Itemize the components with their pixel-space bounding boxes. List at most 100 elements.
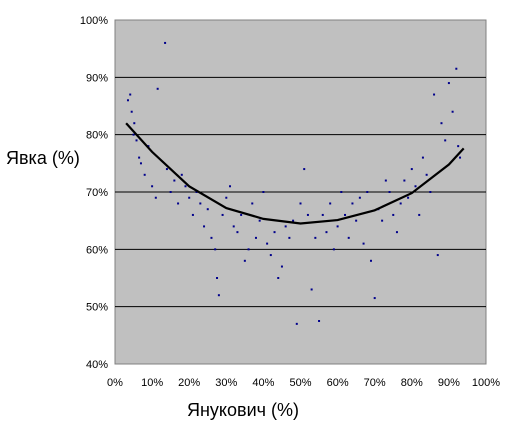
data-point <box>266 242 269 245</box>
y-tick-label: 70% <box>86 187 108 199</box>
x-tick-label: 60% <box>327 377 349 389</box>
data-point <box>138 156 141 159</box>
data-point <box>418 213 421 216</box>
y-tick-label: 40% <box>86 359 108 371</box>
data-point <box>173 179 176 182</box>
data-point <box>318 320 321 322</box>
x-tick-label: 10% <box>141 377 163 389</box>
data-point <box>236 231 239 234</box>
data-point <box>184 185 187 188</box>
data-point <box>164 41 167 44</box>
data-point <box>273 231 276 234</box>
data-point <box>344 213 347 216</box>
data-point <box>321 213 324 216</box>
data-point <box>457 145 460 148</box>
data-point <box>165 168 168 171</box>
data-point <box>191 213 194 216</box>
data-point <box>254 236 257 239</box>
data-point <box>340 191 343 193</box>
data-point <box>169 191 172 193</box>
y-tick-label: 60% <box>86 244 108 256</box>
data-point <box>455 67 458 70</box>
data-point <box>143 173 146 176</box>
data-point <box>392 213 395 216</box>
data-point <box>229 185 232 188</box>
data-point <box>451 110 454 113</box>
data-point <box>366 191 369 193</box>
data-point <box>221 213 224 216</box>
gridlines <box>115 76 486 308</box>
x-tick-labels: 0% 10% 20% 30% 40% 50% 60% 70% 80% 90% 100% <box>107 377 500 389</box>
data-point <box>425 173 428 176</box>
x-tick-label: 100% <box>472 377 500 389</box>
data-point <box>440 122 443 125</box>
data-point <box>373 297 376 300</box>
data-point <box>429 191 432 193</box>
data-point <box>310 288 313 291</box>
data-point <box>332 248 335 251</box>
x-tick-label: 90% <box>438 377 460 389</box>
data-point <box>139 162 142 165</box>
data-point <box>277 277 280 279</box>
data-point <box>399 202 402 205</box>
data-point <box>325 231 328 234</box>
data-point <box>329 202 332 205</box>
data-point <box>314 236 317 239</box>
data-point <box>129 93 132 96</box>
data-point <box>240 213 243 216</box>
y-tick-label: 50% <box>86 302 108 314</box>
data-point <box>206 208 209 211</box>
data-point <box>284 225 287 228</box>
x-tick-label: 30% <box>215 377 237 389</box>
data-points <box>126 41 462 325</box>
data-point <box>225 196 228 199</box>
data-point <box>436 254 439 257</box>
data-point <box>156 87 159 90</box>
x-tick-label: 40% <box>252 377 274 389</box>
y-tick-label: 100% <box>80 15 108 27</box>
x-tick-label: 70% <box>364 377 386 389</box>
data-point <box>351 202 354 205</box>
data-point <box>147 145 150 148</box>
data-point <box>347 236 350 239</box>
data-point <box>381 219 384 222</box>
data-point <box>444 139 447 142</box>
data-point <box>269 254 272 257</box>
data-point <box>395 231 398 234</box>
data-point <box>216 277 219 279</box>
data-point <box>195 191 198 193</box>
data-point <box>210 236 213 239</box>
data-point <box>388 191 391 193</box>
x-axis-title: Янукович (%) <box>187 400 299 420</box>
data-point <box>135 139 138 142</box>
data-point <box>214 248 217 251</box>
data-point <box>130 110 133 113</box>
data-point <box>232 225 235 228</box>
y-tick-labels: 40% 50% 60% 70% 80% 90% 100% <box>80 15 108 371</box>
data-point <box>251 202 254 205</box>
data-point <box>247 248 250 251</box>
data-point <box>421 156 424 159</box>
data-point <box>410 168 413 171</box>
data-point <box>299 202 302 205</box>
y-axis-title: Явка (%) <box>6 148 80 168</box>
data-point <box>177 202 180 205</box>
data-point <box>133 122 136 125</box>
data-point <box>180 173 183 176</box>
data-point <box>447 82 450 85</box>
trend-line <box>125 122 465 225</box>
x-tick-label: 50% <box>289 377 311 389</box>
data-point <box>303 168 306 171</box>
x-tick-label: 80% <box>401 377 423 389</box>
data-point <box>407 196 410 199</box>
data-point <box>262 191 265 193</box>
data-point <box>126 99 129 102</box>
data-point <box>280 265 283 268</box>
data-point <box>243 259 246 262</box>
data-point <box>459 156 462 159</box>
data-point <box>154 196 157 199</box>
data-point <box>414 185 417 188</box>
data-point <box>336 225 339 228</box>
y-tick-label: 90% <box>86 72 108 84</box>
